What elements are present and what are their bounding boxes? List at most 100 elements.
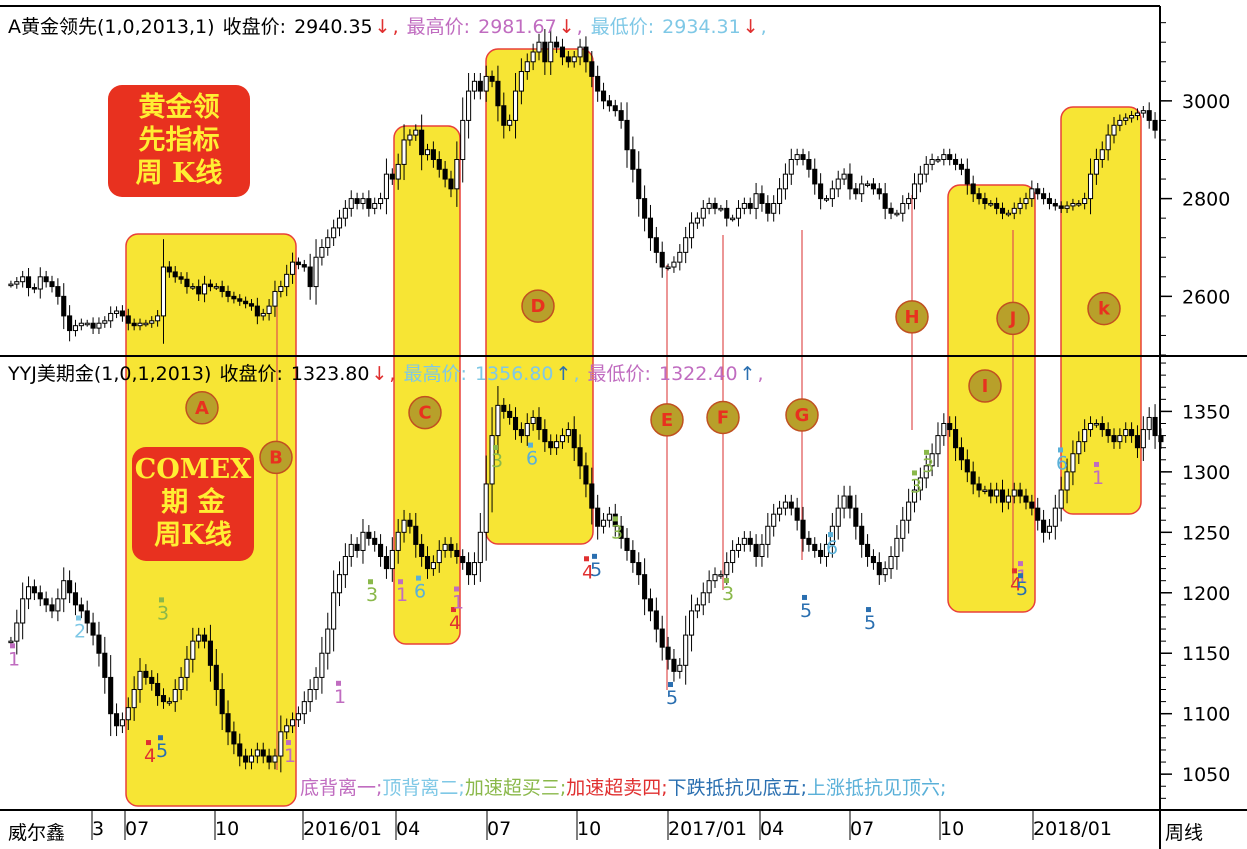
legend-item: 上涨抵抗见顶六; [807, 777, 947, 799]
bottom-candle [454, 549, 460, 558]
top-candle [25, 276, 32, 289]
signal-label: 4 [1010, 573, 1022, 595]
bottom-candle [818, 549, 824, 558]
signal-label: 5 [590, 559, 602, 581]
bottom-candle [166, 701, 172, 704]
top-candle [266, 305, 272, 314]
top-candle [84, 322, 90, 326]
bottom-candle [630, 549, 636, 564]
signal-dot [1094, 461, 1099, 467]
bottom-candle [207, 640, 213, 666]
bottom-candle [1134, 435, 1141, 449]
bottom-candle [1070, 453, 1076, 473]
top-candle [149, 320, 155, 324]
top-candle [143, 322, 149, 326]
bottom-candle [143, 670, 149, 678]
top-candle [1082, 198, 1088, 204]
top-candle [1052, 202, 1058, 207]
bottom-candle [178, 676, 184, 691]
bottom-candle [301, 701, 307, 715]
x-tick-label: 3 [92, 818, 105, 840]
x-tick-label: 07 [487, 818, 512, 840]
bottom-candle [512, 416, 519, 431]
bottom-candle [753, 543, 759, 558]
top-candle [237, 298, 243, 302]
bottom-candle [342, 556, 348, 576]
signal-label: 1 [334, 686, 346, 708]
bottom-candle [688, 610, 695, 636]
bottom-candle [700, 592, 706, 606]
signal-dot [584, 556, 589, 562]
top-candle [501, 105, 507, 126]
top-candle [336, 217, 343, 229]
top-candle [970, 183, 976, 195]
top-candle [595, 75, 601, 92]
bottom-candle [436, 549, 442, 564]
bottom-candle [1117, 435, 1123, 443]
bottom-candle [900, 519, 906, 539]
top-candle [894, 212, 900, 216]
top-candle [325, 237, 331, 248]
signal-label: 5 [156, 740, 168, 762]
bottom-candle [571, 429, 577, 449]
signal-dot [668, 682, 673, 688]
bottom-candle [1093, 423, 1099, 426]
x-tick-label: 10 [215, 818, 240, 840]
top-candle [677, 251, 683, 263]
bottom-candle [55, 598, 61, 612]
bottom-candle [976, 483, 982, 491]
top-candle [753, 193, 759, 209]
top-candle [225, 290, 231, 297]
top-candle [835, 178, 841, 190]
signal-dot [528, 442, 533, 448]
bottom-candle [8, 640, 14, 644]
top-candle [565, 56, 571, 63]
top-candle [589, 61, 595, 77]
top-candle [483, 75, 489, 92]
signal-label: 2 [74, 621, 86, 643]
bottom-candle [771, 513, 777, 527]
x-tick-label: 10 [577, 818, 602, 840]
bottom-candle [665, 646, 671, 660]
top-candle [1023, 198, 1029, 204]
signal-dot [336, 680, 341, 686]
bottom-candle [724, 562, 730, 576]
top-close-label: 收盘价: [222, 16, 287, 38]
bottom-candle [618, 525, 624, 539]
bottom-y-tick-label: 1200 [1182, 583, 1230, 605]
top-candle [301, 264, 307, 268]
x-tick-label: 2016/01 [303, 818, 382, 840]
bottom-candle [72, 592, 79, 606]
bottom-candle [137, 670, 143, 691]
zone-label-circle [521, 289, 555, 323]
top-candle [43, 276, 49, 283]
signal-dot [1018, 561, 1023, 567]
top-candle [788, 159, 794, 175]
bottom-low-label: 最低价: [587, 363, 651, 385]
top-high-arrow: ↓ [558, 16, 575, 38]
top-candle [577, 46, 583, 58]
signal-label: 4 [144, 745, 156, 767]
top-candle [466, 90, 472, 121]
signal-label: 5 [1016, 578, 1028, 600]
top-candle [284, 273, 290, 288]
top-candle [295, 261, 301, 266]
top-candle [624, 119, 630, 151]
top-high-value: 2981.67 [478, 16, 557, 38]
top-candle [642, 198, 648, 219]
bottom-candle [906, 501, 912, 521]
bottom-candle [1105, 429, 1111, 437]
bottom-candle [49, 604, 55, 612]
bottom-candle [947, 423, 953, 431]
bottom-candle [483, 483, 489, 533]
bottom-candle [319, 652, 325, 678]
top-candle [31, 287, 37, 290]
top-candle [20, 276, 26, 283]
zone-label: E [661, 410, 673, 431]
bottom-candle [624, 537, 630, 551]
top-candle [941, 154, 947, 161]
top-candle [137, 322, 143, 327]
top-indicator-name: A黄金领先(1,0,2013,1) [8, 16, 215, 38]
top-candle [1123, 117, 1129, 121]
bottom-candle [958, 447, 964, 461]
